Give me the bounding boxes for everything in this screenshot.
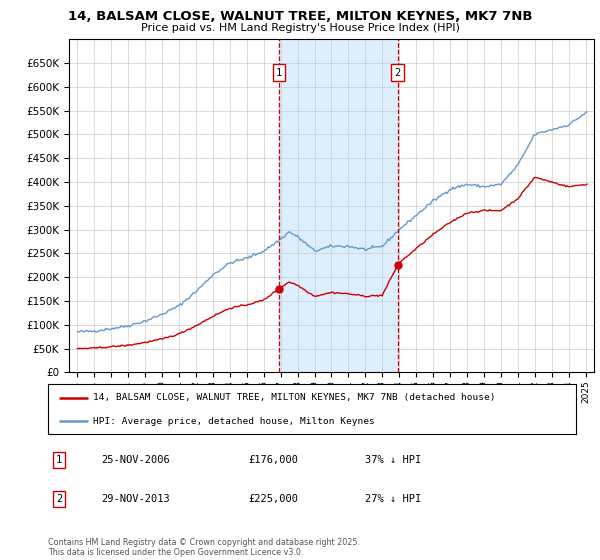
Bar [279, 39, 398, 372]
Text: 14, BALSAM CLOSE, WALNUT TREE, MILTON KEYNES, MK7 7NB: 14, BALSAM CLOSE, WALNUT TREE, MILTON KE… [68, 10, 532, 24]
Text: 1: 1 [276, 68, 282, 77]
Text: 1: 1 [56, 455, 62, 465]
Text: 37% ↓ HPI: 37% ↓ HPI [365, 455, 421, 465]
Text: Price paid vs. HM Land Registry's House Price Index (HPI): Price paid vs. HM Land Registry's House … [140, 23, 460, 33]
Text: 2: 2 [394, 68, 401, 77]
Text: 29-NOV-2013: 29-NOV-2013 [101, 494, 170, 504]
Text: Contains HM Land Registry data © Crown copyright and database right 2025.
This d: Contains HM Land Registry data © Crown c… [48, 538, 360, 557]
Text: 25-NOV-2006: 25-NOV-2006 [101, 455, 170, 465]
Text: £225,000: £225,000 [248, 494, 299, 504]
Text: HPI: Average price, detached house, Milton Keynes: HPI: Average price, detached house, Milt… [93, 417, 374, 426]
Text: 2: 2 [56, 494, 62, 504]
Text: 27% ↓ HPI: 27% ↓ HPI [365, 494, 421, 504]
Text: 14, BALSAM CLOSE, WALNUT TREE, MILTON KEYNES, MK7 7NB (detached house): 14, BALSAM CLOSE, WALNUT TREE, MILTON KE… [93, 393, 496, 402]
Text: £176,000: £176,000 [248, 455, 299, 465]
